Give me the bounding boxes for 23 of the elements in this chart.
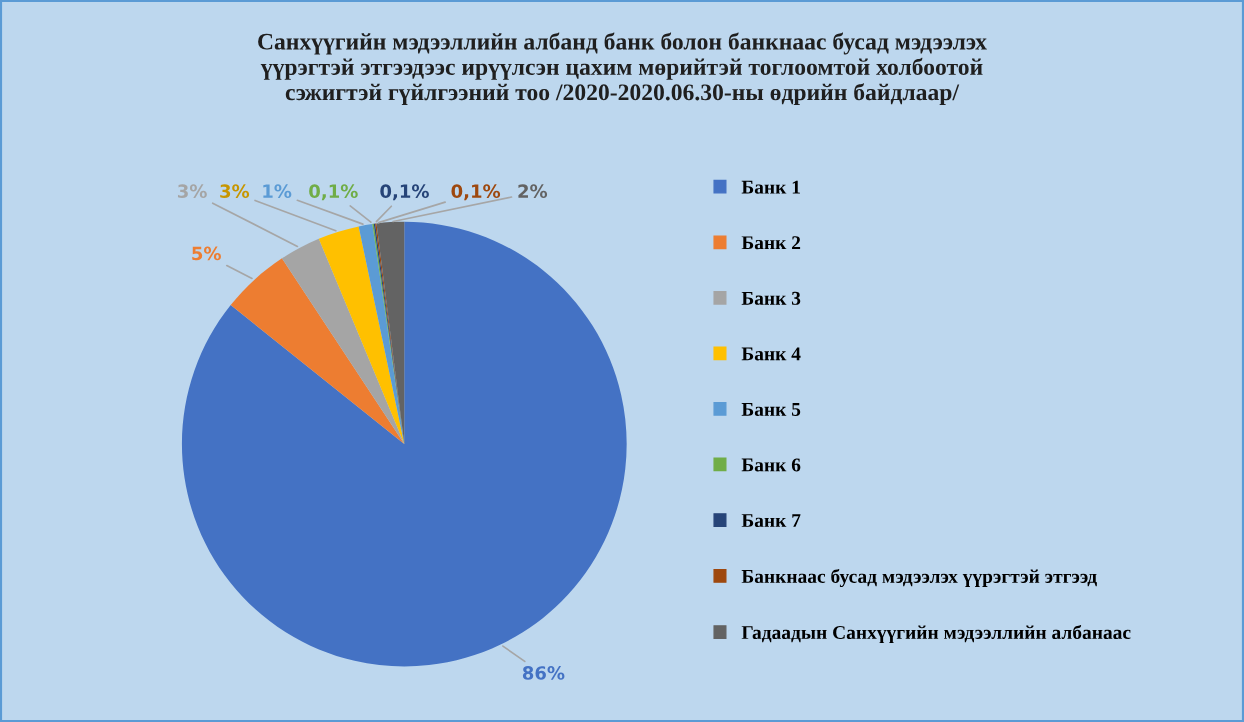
- legend-label: Банк 1: [741, 180, 800, 194]
- pie-slice: [281, 238, 405, 445]
- legend-label: Банк 4: [741, 347, 801, 361]
- data-label: 2%: [518, 184, 548, 198]
- pie-slice: [181, 221, 627, 667]
- data-label: 1%: [263, 184, 292, 198]
- pie-slice: [318, 226, 405, 445]
- chart-title: Санхүүгийн мэдээллийн албанд банк болон банкнаас бусад мэдээлэх үүрэгтэй этгээдээс ирүүлсэн цахим мөрийтэй тоглоомтой холбоотой сэжигтэй гүйлгээний тоо /2020-2020.06.30-ны өдрийн байдлаар/: [258, 32, 987, 106]
- data-label: 0,1%: [380, 184, 429, 201]
- data-label: 3%: [220, 184, 250, 198]
- data-label: 3%: [177, 184, 207, 198]
- data-label: 0,1%: [451, 184, 501, 201]
- data-label: 0,1%: [309, 184, 358, 201]
- legend-label: Банкнаас бусад мэдээлэх үүрэгтэй этгээд: [741, 568, 1097, 588]
- legend-label: Гадаадын Санхүүгийн мэдээллийн албанаас: [741, 624, 1131, 644]
- pie-slice: [230, 258, 405, 445]
- legend-label: Банк 3: [741, 291, 801, 305]
- data-label: 86%: [522, 666, 565, 680]
- data-label: 5%: [192, 246, 221, 261]
- legend-label: Банк 2: [741, 236, 801, 250]
- legend-label: Банк 5: [741, 403, 801, 416]
- legend-label: Банк 7: [741, 514, 801, 528]
- legend-label: Банк 6: [741, 458, 801, 472]
